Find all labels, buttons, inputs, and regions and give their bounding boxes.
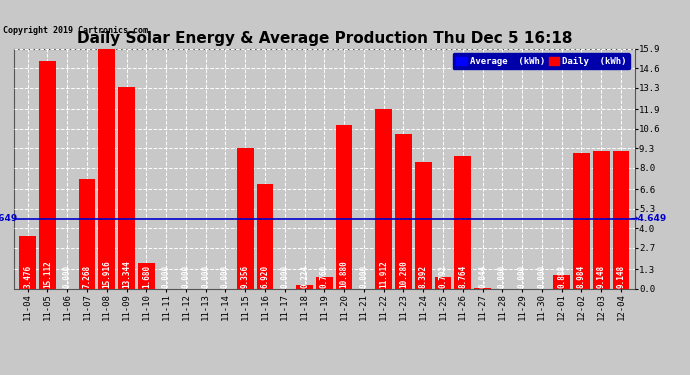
Text: 7.268: 7.268 (83, 265, 92, 288)
Bar (435, 277, 451, 289)
Bar (39, 61, 56, 289)
Text: 0.000: 0.000 (497, 265, 506, 288)
Bar (19, 236, 36, 289)
Text: 15.916: 15.916 (102, 260, 111, 288)
Text: 8.392: 8.392 (419, 265, 428, 288)
Bar (593, 151, 609, 289)
Bar (415, 162, 431, 289)
Text: →4.649: →4.649 (631, 214, 667, 223)
Text: 0.000: 0.000 (359, 265, 368, 288)
Text: 0.044: 0.044 (478, 265, 487, 288)
Text: Copyright 2019 Cartronics.com: Copyright 2019 Cartronics.com (3, 26, 148, 35)
Text: 11.912: 11.912 (379, 260, 388, 288)
Bar (553, 275, 570, 289)
Text: 9.148: 9.148 (616, 265, 625, 288)
Text: 13.344: 13.344 (122, 260, 131, 288)
Bar (118, 87, 135, 289)
Bar (99, 48, 115, 289)
Legend: Average  (kWh), Daily  (kWh): Average (kWh), Daily (kWh) (453, 53, 630, 69)
Text: 0.000: 0.000 (538, 265, 546, 288)
Text: 0.224: 0.224 (300, 265, 309, 288)
Text: 0.760: 0.760 (319, 265, 329, 288)
Title: Daily Solar Energy & Average Production Thu Dec 5 16:18: Daily Solar Energy & Average Production … (77, 31, 572, 46)
Text: →4.649: →4.649 (0, 214, 18, 223)
Text: 0.792: 0.792 (438, 265, 447, 288)
Bar (454, 156, 471, 289)
Text: 0.000: 0.000 (201, 265, 210, 288)
Bar (79, 179, 95, 289)
Bar (573, 153, 590, 289)
Text: 0.000: 0.000 (161, 265, 170, 288)
Text: 3.476: 3.476 (23, 265, 32, 288)
Text: 6.920: 6.920 (260, 265, 270, 288)
Bar (237, 147, 254, 289)
Text: 8.984: 8.984 (577, 265, 586, 288)
Text: 8.764: 8.764 (458, 265, 467, 288)
Text: 0.888: 0.888 (557, 265, 566, 288)
Bar (296, 285, 313, 289)
Bar (613, 151, 629, 289)
Bar (335, 124, 353, 289)
Bar (138, 263, 155, 289)
Text: 0.000: 0.000 (518, 265, 526, 288)
Bar (395, 134, 412, 289)
Bar (474, 288, 491, 289)
Text: 9.356: 9.356 (241, 265, 250, 288)
Text: 9.148: 9.148 (597, 265, 606, 288)
Text: 15.112: 15.112 (43, 260, 52, 288)
Text: 0.000: 0.000 (181, 265, 190, 288)
Bar (316, 277, 333, 289)
Text: 10.880: 10.880 (339, 260, 348, 288)
Bar (257, 184, 273, 289)
Text: 0.000: 0.000 (280, 265, 289, 288)
Text: 10.280: 10.280 (399, 260, 408, 288)
Text: 0.000: 0.000 (221, 265, 230, 288)
Text: 0.000: 0.000 (63, 265, 72, 288)
Bar (375, 109, 392, 289)
Text: 1.680: 1.680 (142, 265, 151, 288)
